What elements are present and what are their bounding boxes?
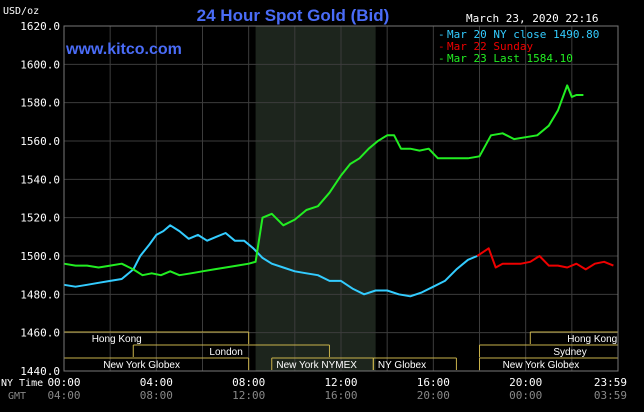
gmt-tick-label: 08:00 [140,389,173,402]
gmt-tick-label: 00:00 [509,389,542,402]
x-tick-label: 08:00 [232,376,265,389]
x-tick-label: 00:00 [47,376,80,389]
price-series [63,84,614,298]
ny-time-row-label: NY Time [1,378,43,389]
session-label: Hong Kong [92,334,142,345]
gmt-tick-label: 16:00 [324,389,357,402]
legend-marker-ny-close: - [438,28,445,41]
y-unit-label: USD/oz [3,6,39,17]
x-axis-ticks: 00:0004:0004:0008:0008:0012:0012:0016:00… [47,376,627,402]
legend-marker-last: - [438,52,445,65]
gmt-tick-label: 04:00 [47,389,80,402]
series-line-2 [476,247,614,271]
legend-last: Mar 23 Last 1584.10 [447,52,573,65]
session-label: NY Globex [378,360,426,371]
market-sessions: Hong Kong Hong Kong London Sydney New York G… [63,331,619,371]
y-tick-label: 1480.0 [20,288,60,301]
y-tick-label: 1580.0 [20,97,60,110]
chart-timestamp: March 23, 2020 22:16 [466,12,598,25]
session-label: London [209,347,242,358]
x-tick-label: 04:00 [140,376,173,389]
session-label: Hong Kong [567,334,617,345]
y-tick-label: 1600.0 [20,58,60,71]
session-label: New York Globex [503,360,580,371]
y-axis-ticks: 1440.0 1460.0 1480.0 1500.0 1520.0 1540.0 1560… [20,20,60,378]
series-line-1 [63,224,478,298]
series-line-3 [63,84,584,277]
legend-sunday: Mar 22 Sunday [447,40,533,53]
legend-ny-close: Mar 20 NY close 1490.80 [447,28,599,41]
x-tick-label: 20:00 [509,376,542,389]
ny-nymex-shaded-region [255,26,376,371]
session-label: Sydney [553,347,586,358]
y-tick-label: 1520.0 [20,212,60,225]
website-link[interactable]: www.kitco.com [65,41,182,58]
y-tick-label: 1500.0 [20,250,60,263]
y-tick-label: 1560.0 [20,135,60,148]
gmt-tick-label: 03:59 [594,389,627,402]
y-tick-label: 1460.0 [20,327,60,340]
gmt-tick-label: 12:00 [232,389,265,402]
gmt-tick-label: 20:00 [417,389,450,402]
legend: - Mar 20 NY close 1490.80 - Mar 22 Sunda… [438,28,599,65]
plot-border [63,25,619,372]
y-tick-label: 1540.0 [20,173,60,186]
y-tick-label: 1620.0 [20,20,60,33]
session-label: New York Globex [103,360,180,371]
session-label: New York NYMEX [276,360,357,371]
gmt-row-label: GMT [8,391,26,402]
x-tick-label: 16:00 [417,376,450,389]
x-tick-label: 23:59 [594,376,627,389]
legend-marker-sunday: - [438,40,445,53]
x-tick-label: 12:00 [324,376,357,389]
y-tick-label: 1440.0 [20,365,60,378]
chart-title: 24 Hour Spot Gold (Bid) [197,6,390,25]
